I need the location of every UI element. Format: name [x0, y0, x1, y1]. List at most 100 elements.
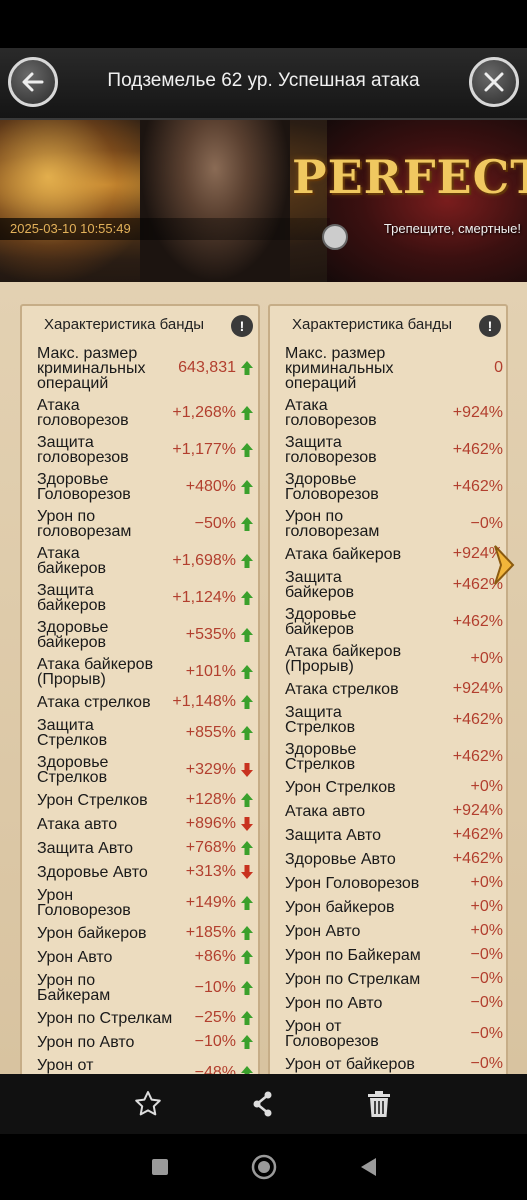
stat-value: −0% [470, 1055, 503, 1072]
stat-value: −0% [470, 970, 503, 987]
stat-row: Защита байкеров +1,124% [22, 579, 258, 616]
stat-row: Атака стрелков +1,148% [22, 690, 258, 714]
stat-label: Урон Авто [37, 948, 113, 966]
stat-label: Макс. размер криминальных операций [37, 344, 146, 392]
muzzle-flash [0, 120, 160, 282]
stat-value: +1,124% [172, 588, 236, 606]
arrow-up-icon [239, 694, 255, 710]
perfect-label: PERFECT [292, 150, 527, 204]
left-stats-panel[interactable]: Характеристика банды ! Макс. размер крим… [20, 304, 260, 1074]
battle-datetime: 2025-03-10 10:55:49 [0, 218, 330, 240]
arrow-up-icon [239, 1065, 255, 1074]
stat-value: −50% [194, 514, 236, 532]
stat-row: Урон по головорезам −50% [22, 505, 258, 542]
stat-label: Урон от Головорезов [37, 1056, 131, 1074]
stats-area[interactable]: Характеристика банды ! Макс. размер крим… [0, 282, 527, 1074]
delete-button[interactable] [359, 1084, 399, 1124]
motto-text: Трепещите, смертные! [383, 221, 521, 236]
stat-row: Урон от Головорезов −48% [22, 1054, 258, 1074]
stat-value: +462% [452, 747, 503, 765]
arrow-up-icon [239, 442, 255, 458]
stat-label: Урон по Байкерам [37, 971, 111, 1004]
stat-value: +128% [185, 791, 236, 808]
favorite-button[interactable] [128, 1084, 168, 1124]
stat-value: +329% [185, 760, 236, 778]
stat-label: Здоровье байкеров [37, 618, 109, 651]
right-stats-list: Макс. размер криминальных операций 0 Атака… [270, 342, 506, 1074]
motorcycle-image [327, 120, 527, 282]
share-button[interactable] [243, 1084, 283, 1124]
star-icon [135, 1091, 161, 1116]
next-button[interactable] [491, 544, 517, 586]
stat-value: +462% [452, 710, 503, 728]
close-icon [484, 72, 504, 92]
left-stats-list: Макс. размер криминальных операций 643,83… [22, 342, 258, 1074]
stat-row: Макс. размер криминальных операций 0 [270, 342, 506, 394]
arrow-up-icon [239, 980, 255, 996]
stat-label: Урон от байкеров [285, 1055, 415, 1073]
stat-label: Защита байкеров [285, 568, 355, 601]
home-icon[interactable] [250, 1153, 278, 1181]
stat-label: Атака стрелков [37, 693, 151, 711]
stat-label: Здоровье Авто [37, 863, 148, 881]
arrow-up-icon [239, 840, 255, 856]
info-icon[interactable]: ! [231, 315, 253, 337]
stat-row: Урон Стрелков +128% [22, 788, 258, 812]
arrow-up-icon [239, 725, 255, 741]
stat-label: Урон Авто [285, 922, 361, 940]
action-bar [0, 1074, 527, 1134]
arrow-down-icon [239, 864, 255, 880]
hero-portrait [140, 120, 290, 282]
stat-label: Защита головорезов [37, 433, 129, 466]
stat-value: +462% [452, 612, 503, 630]
back-button[interactable] [8, 57, 58, 107]
stat-label: Урон Стрелков [37, 791, 148, 809]
stat-label: Урон Головорезов [285, 874, 420, 892]
stat-row: Урон байкеров +185% [22, 921, 258, 945]
stat-label: Атака байкеров (Прорыв) [285, 642, 402, 675]
stat-row: Урон Головорезов +149% [22, 884, 258, 921]
stat-label: Атака авто [37, 815, 118, 833]
stat-row: Урон по Авто −10% [22, 1030, 258, 1054]
close-button[interactable] [469, 57, 519, 107]
stat-row: Защита Стрелков +462% [270, 701, 506, 738]
right-panel-title-text: Характеристика банды [292, 316, 453, 333]
stat-value: 0 [494, 359, 503, 376]
stat-row: Здоровье Авто +462% [270, 847, 506, 871]
stat-row: Урон Головорезов +0% [270, 871, 506, 895]
arrow-up-icon [239, 949, 255, 965]
arrow-up-icon [239, 664, 255, 680]
stat-label: Атака байкеров [37, 544, 107, 577]
stat-row: Атака байкеров (Прорыв) +101% [22, 653, 258, 690]
stat-label: Урон байкеров [285, 898, 395, 916]
stat-value: +462% [452, 440, 503, 458]
stat-value: +924% [452, 403, 503, 421]
stat-label: Защита Стрелков [37, 716, 108, 749]
stat-value: −10% [194, 978, 236, 996]
status-bar [0, 0, 527, 48]
stat-value: 643,831 [178, 359, 236, 376]
right-stats-panel[interactable]: Характеристика банды ! Макс. размер крим… [268, 304, 508, 1074]
left-panel-title: Характеристика банды ! [22, 306, 258, 342]
stat-row: Урон Авто +86% [22, 945, 258, 969]
left-panel-title-text: Характеристика банды [44, 316, 205, 333]
stat-row: Защита Авто +768% [22, 836, 258, 860]
stat-label: Здоровье Стрелков [285, 740, 357, 773]
stat-row: Атака авто +924% [270, 799, 506, 823]
stat-row: Атака байкеров +1,698% [22, 542, 258, 579]
header-bar: Подземелье 62 ур. Успешная атака [0, 48, 527, 120]
stat-label: Урон Головорезов [37, 886, 131, 919]
stat-row: Здоровье Авто +313% [22, 860, 258, 884]
stat-value: +896% [185, 815, 236, 832]
stat-row: Атака головорезов +1,268% [22, 394, 258, 431]
back-nav-icon[interactable] [358, 1156, 378, 1178]
stat-value: +0% [470, 778, 503, 795]
recents-icon[interactable] [150, 1157, 170, 1177]
stat-row: Урон Стрелков +0% [270, 775, 506, 799]
stat-row: Урон от байкеров −0% [270, 1052, 506, 1074]
stat-row: Атака байкеров +924% [270, 542, 506, 566]
arrow-up-icon [239, 360, 255, 376]
info-icon[interactable]: ! [479, 315, 501, 337]
stat-row: Защита Стрелков +855% [22, 714, 258, 751]
stat-row: Здоровье байкеров +535% [22, 616, 258, 653]
